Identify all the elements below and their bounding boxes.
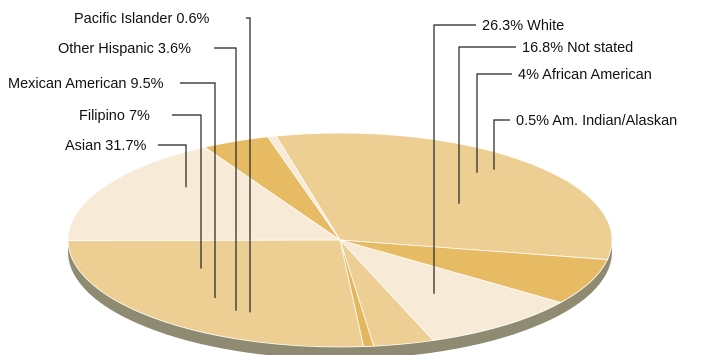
slice-label-pacific-islander: Pacific Islander 0.6% xyxy=(74,11,210,27)
pie-slice-filipino xyxy=(339,239,609,303)
leader-line-am-indian-alaskan xyxy=(493,119,510,170)
leader-line-white xyxy=(433,24,476,294)
slice-label-mexican-american: Mexican American 9.5% xyxy=(8,76,164,92)
slice-label-other-hispanic: Other Hispanic 3.6% xyxy=(58,41,191,57)
slice-label-white: 26.3% White xyxy=(482,18,564,34)
pie-slice-am-indian-alaskan xyxy=(267,135,341,241)
pie-slice-asian xyxy=(275,132,613,260)
leader-line-not-stated xyxy=(458,46,516,204)
leader-line-other-hispanic xyxy=(214,47,237,311)
slice-label-asian: Asian 31.7% xyxy=(65,138,147,154)
slice-labels-layer: Asian 31.7% Filipino 7% Mexican American 9… xyxy=(8,11,677,154)
leader-line-filipino xyxy=(171,114,202,269)
leader-line-pacific-islander xyxy=(245,17,251,313)
pie-slice-not-stated xyxy=(67,146,342,241)
pie-slice-mexican-american xyxy=(338,239,562,341)
slice-label-filipino: Filipino 7% xyxy=(79,108,150,124)
slice-label-not-stated: 16.8% Not stated xyxy=(522,40,633,56)
leader-line-african-american xyxy=(476,73,512,173)
leader-lines-layer xyxy=(157,17,516,313)
leader-line-asian xyxy=(157,144,187,188)
slice-label-am-indian-alaskan: 0.5% Am. Indian/Alaskan xyxy=(516,113,677,129)
pie-slice-white xyxy=(67,239,365,348)
pie-slices-layer xyxy=(67,132,613,348)
leader-line-mexican-american xyxy=(179,82,216,298)
slice-label-african-american: 4% African American xyxy=(518,67,652,83)
